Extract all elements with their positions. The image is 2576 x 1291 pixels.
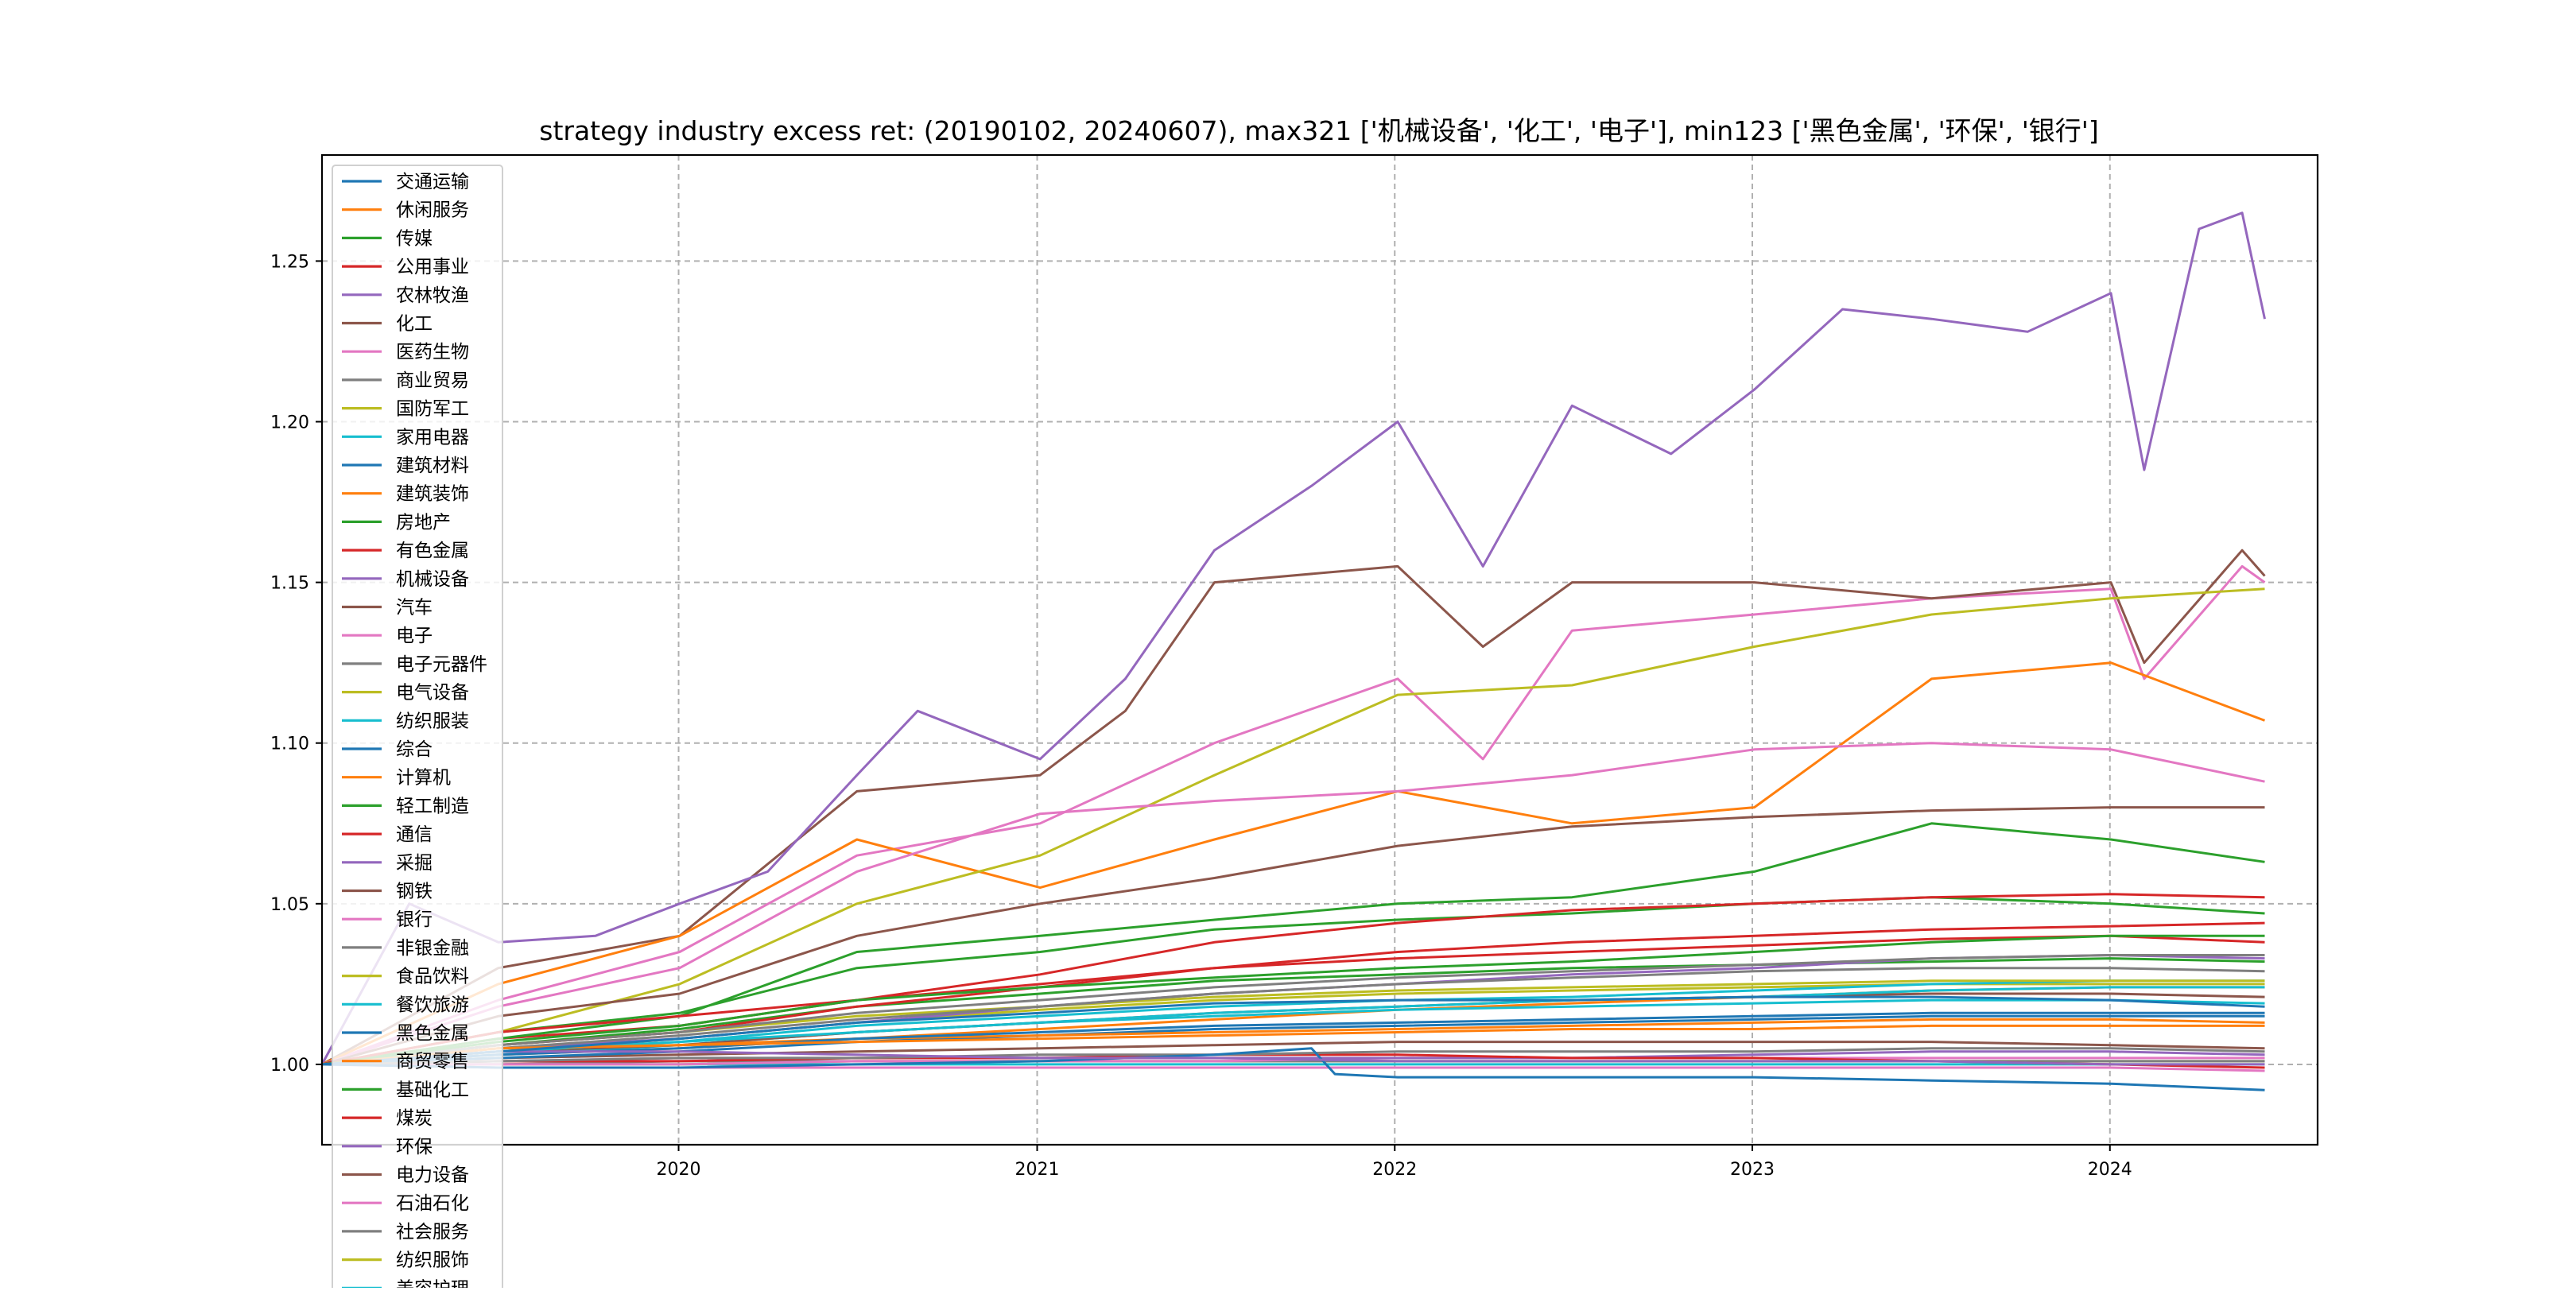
- legend-label: 公用事业: [396, 257, 469, 277]
- x-tick-label: 2024: [2088, 1160, 2132, 1180]
- series-line: [321, 986, 2265, 1066]
- series-line: [321, 1041, 2265, 1066]
- legend-label: 纺织服装: [396, 711, 469, 731]
- legend-label: 交通运输: [396, 172, 469, 192]
- series-line: [321, 896, 2265, 1066]
- x-tick-label: 2022: [1372, 1160, 1417, 1180]
- legend-label: 家用电器: [396, 427, 469, 448]
- legend-label: 休闲服务: [396, 200, 469, 221]
- series-line: [321, 995, 2265, 1066]
- legend-label: 采掘: [396, 853, 433, 874]
- series-line: [321, 967, 2265, 1066]
- y-tick-label: 1.10: [270, 735, 309, 754]
- legend-label: 社会服务: [396, 1222, 469, 1243]
- legend-label: 石油石化: [396, 1193, 469, 1214]
- legend-label: 煤炭: [396, 1108, 433, 1129]
- plot-area-frame: [320, 153, 2319, 1146]
- legend-label: 建筑材料: [396, 456, 469, 476]
- series-line: [321, 564, 2266, 1066]
- series-line: [321, 1011, 2265, 1066]
- series-line: [321, 549, 2266, 1066]
- legend-label: 建筑装饰: [396, 484, 469, 505]
- legend-label: 电子元器件: [396, 654, 487, 675]
- legend-label: 黑色金属: [396, 1023, 469, 1044]
- y-tick-label: 1.20: [270, 413, 309, 433]
- series-line: [320, 211, 2266, 1065]
- y-tick-label: 1.15: [270, 574, 309, 594]
- legend-label: 医药生物: [396, 342, 469, 362]
- series-lines: [320, 211, 2266, 1091]
- legend-label: 电力设备: [396, 1165, 469, 1186]
- legend-label: 计算机: [396, 768, 451, 789]
- legend-label: 农林牧渔: [396, 285, 469, 306]
- legend-label: 食品饮料: [396, 967, 469, 987]
- y-tick-label: 1.05: [270, 895, 309, 915]
- legend-label: 传媒: [396, 228, 433, 249]
- legend-label: 纺织服饰: [396, 1250, 469, 1271]
- chart-title: strategy industry excess ret: (20190102,…: [539, 115, 2098, 146]
- series-line: [321, 806, 2265, 1066]
- series-line: [321, 742, 2265, 1066]
- legend-label: 有色金属: [396, 541, 469, 561]
- legend-label: 汽车: [396, 598, 433, 618]
- legend-label: 钢铁: [396, 882, 433, 902]
- x-tick-label: 2021: [1015, 1160, 1060, 1180]
- legend-label: 机械设备: [396, 569, 469, 590]
- legend-label: 电气设备: [396, 683, 469, 704]
- legend-label: 房地产: [396, 512, 451, 533]
- series-line: [321, 587, 2265, 1066]
- series-line: [321, 1047, 2265, 1066]
- series-line: [321, 893, 2265, 1066]
- series-line: [321, 934, 2265, 1066]
- series-line: [321, 957, 2265, 1066]
- axes: 2020 2021 2022 2023 2024 1.00 1.05 1.10 1.15 1.20…: [270, 252, 2132, 1180]
- legend-label: 商贸零售: [396, 1052, 469, 1072]
- legend-label: 商业贸易: [396, 370, 469, 391]
- x-tick-label: 2020: [657, 1160, 701, 1180]
- x-tick-label: 2023: [1730, 1160, 1775, 1180]
- legend-label: 银行: [396, 909, 433, 930]
- legend-label: 化工: [396, 314, 433, 335]
- y-tick-label: 1.25: [270, 252, 309, 272]
- legend-label: 基础化工: [396, 1080, 469, 1100]
- series-line: [321, 1050, 2265, 1066]
- legend-label: 美容护理: [396, 1278, 469, 1288]
- series-line: [321, 954, 2265, 1066]
- legend-label: 轻工制造: [396, 796, 469, 816]
- legend-label: 环保: [396, 1137, 433, 1157]
- legend-label: 通信: [396, 824, 433, 845]
- legend-label: 非银金融: [396, 938, 469, 959]
- legend: 交通运输休闲服务传媒公用事业农林牧渔化工医药生物商业贸易国防军工家用电器建筑材料…: [332, 165, 503, 1291]
- series-line: [321, 1024, 2265, 1066]
- y-tick-label: 1.00: [270, 1056, 309, 1076]
- series-line: [321, 1047, 2265, 1091]
- legend-label: 电子: [396, 626, 433, 646]
- series-line: [321, 661, 2266, 1066]
- legend-box: [332, 165, 503, 1291]
- legend-label: 餐饮旅游: [396, 994, 469, 1015]
- legend-label: 综合: [396, 739, 433, 760]
- legend-label: 国防军工: [396, 399, 469, 420]
